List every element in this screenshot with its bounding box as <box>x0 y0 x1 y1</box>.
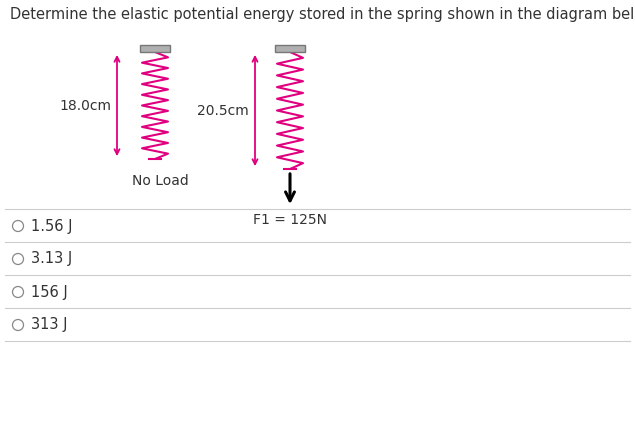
Text: 313 J: 313 J <box>31 318 67 332</box>
Text: 18.0cm: 18.0cm <box>59 98 111 112</box>
Text: 1.56 J: 1.56 J <box>31 218 72 234</box>
Text: 156 J: 156 J <box>31 285 68 299</box>
Text: 3.13 J: 3.13 J <box>31 251 72 267</box>
Bar <box>275 45 305 52</box>
Text: No Load: No Load <box>131 174 189 188</box>
Text: 20.5cm: 20.5cm <box>197 103 249 117</box>
Bar <box>140 45 170 52</box>
Text: Determine the elastic potential energy stored in the spring shown in the diagram: Determine the elastic potential energy s… <box>10 7 635 22</box>
Text: F1 = 125N: F1 = 125N <box>253 213 327 227</box>
